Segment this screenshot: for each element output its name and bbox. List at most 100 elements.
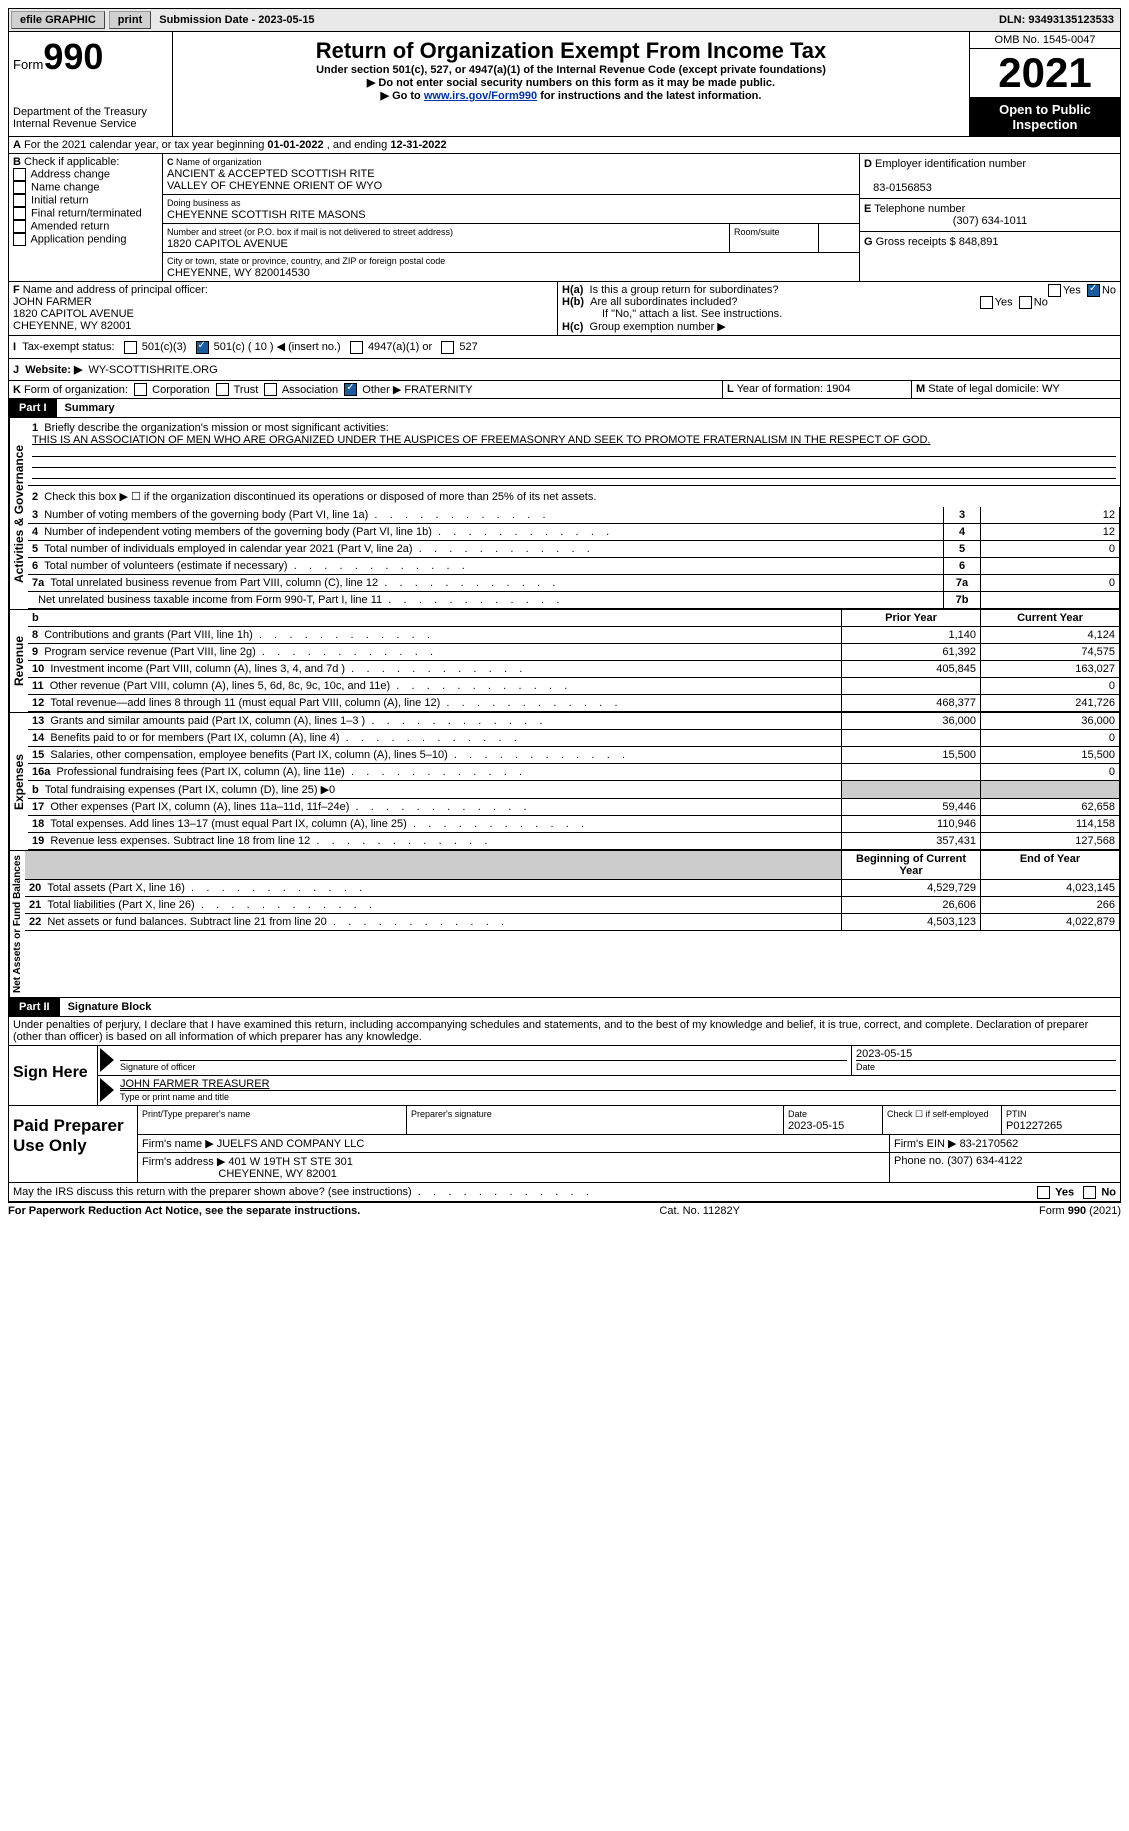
org-name-2: VALLEY OF CHEYENNE ORIENT OF WYO <box>167 180 382 192</box>
table-row: 13 Grants and similar amounts paid (Part… <box>28 713 1120 730</box>
city-state-zip: CHEYENNE, WY 820014530 <box>167 267 310 279</box>
discuss-no[interactable] <box>1083 1186 1096 1199</box>
table-row: 3 Number of voting members of the govern… <box>28 507 1120 524</box>
table-row: 10 Investment income (Part VIII, column … <box>28 661 1120 678</box>
section-netassets: Net Assets or Fund Balances Beginning of… <box>8 851 1121 998</box>
ein-label: Employer identification number <box>875 158 1026 170</box>
omb-number: OMB No. 1545-0047 <box>970 32 1120 49</box>
ha-no[interactable] <box>1087 284 1100 297</box>
print-button[interactable]: print <box>109 11 151 29</box>
ha-yes[interactable] <box>1048 284 1061 297</box>
firm-addr1: 401 W 19TH ST STE 301 <box>228 1156 353 1168</box>
firm-name: JUELFS AND COMPANY LLC <box>217 1138 365 1150</box>
officer-name: JOHN FARMER <box>13 296 92 308</box>
table-row: 18 Total expenses. Add lines 13–17 (must… <box>28 816 1120 833</box>
line-klm: K Form of organization: Corporation Trus… <box>8 381 1121 400</box>
k-trust[interactable] <box>216 383 229 396</box>
table-row: 20 Total assets (Part X, line 16)4,529,7… <box>25 880 1120 897</box>
b-option: Application pending <box>13 233 158 246</box>
dba: CHEYENNE SCOTTISH RITE MASONS <box>167 209 366 221</box>
officer-addr2: CHEYENNE, WY 82001 <box>13 320 131 332</box>
i-527[interactable] <box>441 341 454 354</box>
org-name-1: ANCIENT & ACCEPTED SCOTTISH RITE <box>167 168 375 180</box>
paid-preparer-block: Paid Preparer Use Only Print/Type prepar… <box>8 1106 1121 1183</box>
table-row: 6 Total number of volunteers (estimate i… <box>28 558 1120 575</box>
table-row: 19 Revenue less expenses. Subtract line … <box>28 833 1120 850</box>
sig-arrow-icon <box>100 1048 114 1072</box>
table-row: 14 Benefits paid to or for members (Part… <box>28 730 1120 747</box>
table-row: b Total fundraising expenses (Part IX, c… <box>28 781 1120 799</box>
expenses-table: 13 Grants and similar amounts paid (Part… <box>28 713 1120 850</box>
i-501c3[interactable] <box>124 341 137 354</box>
part1-bar: Part I Summary <box>8 399 1121 418</box>
entity-block: B Check if applicable: Address change Na… <box>8 154 1121 282</box>
ein: 83-0156853 <box>873 182 932 194</box>
table-row: 8 Contributions and grants (Part VIII, l… <box>28 627 1120 644</box>
b-option: Final return/terminated <box>13 207 158 220</box>
part2-bar: Part II Signature Block <box>8 998 1121 1017</box>
gross-receipts: 848,891 <box>959 236 999 248</box>
street: 1820 CAPITOL AVENUE <box>167 238 288 250</box>
officer-addr1: 1820 CAPITOL AVENUE <box>13 308 134 320</box>
k-other-text: FRATERNITY <box>404 384 472 396</box>
table-row: 22 Net assets or fund balances. Subtract… <box>25 914 1120 931</box>
b-option: Amended return <box>13 220 158 233</box>
k-other[interactable] <box>344 383 357 396</box>
i-4947[interactable] <box>350 341 363 354</box>
dln: DLN: 93493135123533 <box>999 14 1120 26</box>
open-inspection: Open to Public Inspection <box>970 98 1120 136</box>
form-header: Form990 Department of the Treasury Inter… <box>8 32 1121 137</box>
page-footer: For Paperwork Reduction Act Notice, see … <box>8 1202 1121 1217</box>
k-assoc[interactable] <box>264 383 277 396</box>
table-row: 9 Program service revenue (Part VIII, li… <box>28 644 1120 661</box>
form-number: Form990 <box>13 36 168 78</box>
k-corp[interactable] <box>134 383 147 396</box>
table-row: 11 Other revenue (Part VIII, column (A),… <box>28 678 1120 695</box>
irs-link[interactable]: www.irs.gov/Form990 <box>424 90 537 102</box>
firm-addr2: CHEYENNE, WY 82001 <box>218 1168 336 1180</box>
sig-date: 2023-05-15 <box>856 1048 912 1060</box>
revenue-table: b Prior Year Current Year 8 Contribution… <box>28 610 1120 712</box>
section-expenses: Expenses 13 Grants and similar amounts p… <box>8 713 1121 851</box>
line-i: I Tax-exempt status: 501(c)(3) 501(c) ( … <box>8 336 1121 359</box>
table-row: Net unrelated business taxable income fr… <box>28 592 1120 609</box>
dept-treasury: Department of the Treasury <box>13 106 168 118</box>
b-label: Check if applicable: <box>24 156 119 168</box>
line-a: A For the 2021 calendar year, or tax yea… <box>8 137 1121 154</box>
b-option: Name change <box>13 181 158 194</box>
i-501c[interactable] <box>196 341 209 354</box>
table-row: 12 Total revenue—add lines 8 through 11 … <box>28 695 1120 712</box>
firm-phone: (307) 634-4122 <box>947 1155 1022 1167</box>
hb-no[interactable] <box>1019 296 1032 309</box>
table-row: 16a Professional fundraising fees (Part … <box>28 764 1120 781</box>
sig-arrow-icon <box>100 1078 114 1102</box>
discuss-yes[interactable] <box>1037 1186 1050 1199</box>
hb-yes[interactable] <box>980 296 993 309</box>
b-option: Initial return <box>13 194 158 207</box>
table-row: 21 Total liabilities (Part X, line 26)26… <box>25 897 1120 914</box>
b-option: Address change <box>13 168 158 181</box>
jurat: Under penalties of perjury, I declare th… <box>8 1017 1121 1046</box>
top-toolbar: efile GRAPHIC print Submission Date - 20… <box>8 8 1121 32</box>
table-row: 4 Number of independent voting members o… <box>28 524 1120 541</box>
subtitle-1: Under section 501(c), 527, or 4947(a)(1)… <box>177 64 965 76</box>
section-governance: Activities & Governance 1 Briefly descri… <box>8 418 1121 610</box>
officer-group-block: F Name and address of principal officer:… <box>8 282 1121 336</box>
subtitle-3: ▶ Go to www.irs.gov/Form990 for instruct… <box>177 89 965 102</box>
tax-year: 2021 <box>970 49 1120 98</box>
year-formation: 1904 <box>826 383 850 395</box>
netassets-table: Beginning of Current Year End of Year 20… <box>25 851 1120 931</box>
officer-name-title: JOHN FARMER TREASURER <box>120 1078 270 1090</box>
table-row: 5 Total number of individuals employed i… <box>28 541 1120 558</box>
may-irs-discuss: May the IRS discuss this return with the… <box>8 1183 1121 1202</box>
subtitle-2: Do not enter social security numbers on … <box>177 76 965 89</box>
sign-here-block: Sign Here Signature of officer 2023-05-1… <box>8 1046 1121 1106</box>
table-row: 17 Other expenses (Part IX, column (A), … <box>28 799 1120 816</box>
phone: (307) 634-1011 <box>864 215 1116 227</box>
line-j: J Website: ▶ WY-SCOTTISHRITE.ORG <box>8 359 1121 381</box>
table-row: 7a Total unrelated business revenue from… <box>28 575 1120 592</box>
dept-irs: Internal Revenue Service <box>13 118 168 130</box>
website: WY-SCOTTISHRITE.ORG <box>89 364 218 376</box>
form-title: Return of Organization Exempt From Incom… <box>177 38 965 64</box>
firm-ein: 83-2170562 <box>960 1138 1019 1150</box>
